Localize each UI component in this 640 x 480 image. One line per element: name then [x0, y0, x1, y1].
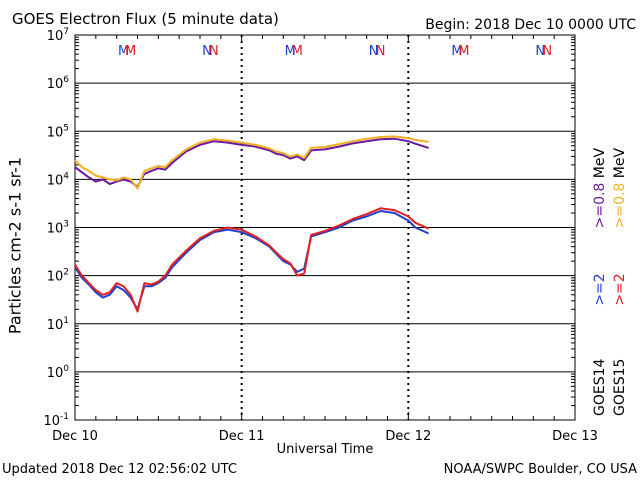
y-tick-label: 103 — [47, 220, 69, 237]
begin-time: Begin: 2018 Dec 10 0000 UTC — [425, 17, 636, 33]
legend-goes15-e08: >=0.8 — [612, 182, 628, 229]
x-tick-label: Dec 12 — [385, 429, 431, 444]
legend-goes15-e2: >=2 — [612, 273, 628, 306]
marker-m-red: M — [125, 44, 136, 59]
legend-goes15-unit: MeV — [612, 147, 628, 179]
marker-n-blue: N — [369, 44, 379, 59]
legend-goes14-unit: MeV — [592, 147, 608, 179]
x-tick-label: Dec 10 — [52, 429, 98, 444]
y-tick-label: 102 — [47, 268, 69, 285]
y-axis-label: Particles cm-2 s-1 sr-1 — [6, 121, 25, 371]
y-tick-label: 101 — [47, 316, 69, 333]
y-tick-label: 10-1 — [43, 412, 69, 429]
marker-m-blue: M — [118, 44, 129, 59]
y-tick-label: 100 — [47, 364, 70, 381]
legend-goes14-e08: >=0.8 — [592, 182, 608, 229]
marker-n-red: N — [376, 44, 386, 59]
x-tick-label: Dec 11 — [219, 429, 265, 444]
legend-goes15-sat: GOES15 — [612, 358, 628, 416]
legend-goes14-sat: GOES14 — [592, 358, 608, 416]
marker-m-red: M — [292, 44, 303, 59]
legend-goes15: GOES15 >=2 >=0.8 MeV — [612, 148, 628, 416]
y-tick-label: 105 — [47, 123, 69, 140]
marker-m-red: M — [458, 44, 469, 59]
marker-n-blue: N — [535, 44, 545, 59]
series-goes15-0-8-mev — [74, 135, 429, 190]
marker-m-blue: M — [451, 44, 462, 59]
x-tick-label: Dec 13 — [552, 429, 598, 444]
y-tick-label: 107 — [47, 27, 69, 44]
marker-n-red: N — [209, 44, 219, 59]
marker-n-red: N — [542, 44, 552, 59]
y-tick-label: 106 — [47, 75, 70, 92]
x-axis-label: Universal Time — [277, 442, 374, 457]
chart-title: GOES Electron Flux (5 minute data) — [12, 10, 279, 28]
marker-n-blue: N — [202, 44, 212, 59]
series-goes14-0-8-mev — [74, 137, 429, 188]
legend-goes14: GOES14 >=2 >=0.8 MeV — [592, 148, 608, 416]
marker-m-blue: M — [285, 44, 296, 59]
series-goes14-2-mev — [74, 210, 430, 311]
updated-time: Updated 2018 Dec 12 02:56:02 UTC — [2, 462, 237, 477]
series-goes15-2-mev — [74, 207, 429, 313]
y-tick-label: 104 — [47, 171, 70, 188]
credit: NOAA/SWPC Boulder, CO USA — [444, 462, 637, 477]
legend-goes14-e2: >=2 — [592, 273, 608, 306]
y-axis-label-text: Particles cm-2 s-1 sr-1 — [5, 156, 25, 335]
